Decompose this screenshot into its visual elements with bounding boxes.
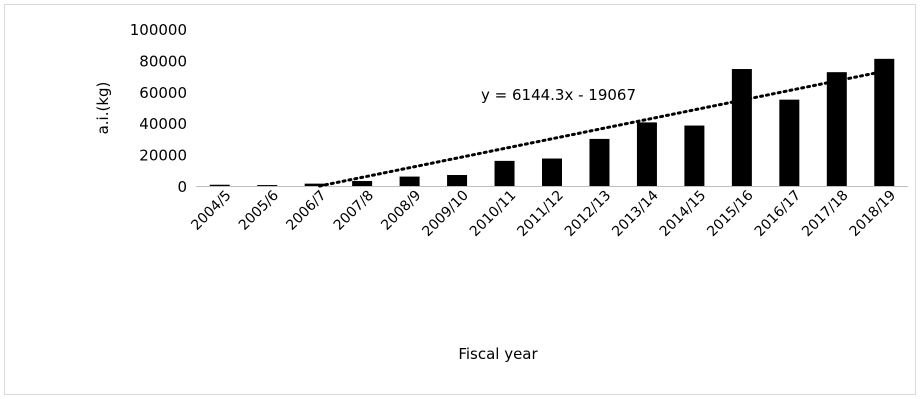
bar	[826, 72, 847, 186]
x-tick-label: 2011/12	[514, 188, 566, 240]
y-tick-label: 60000	[139, 84, 187, 102]
x-tick-label: 2016/17	[752, 188, 804, 240]
bar	[684, 125, 705, 186]
x-tick-label: 2010/11	[467, 188, 519, 240]
x-tick-label: 2009/10	[419, 188, 471, 240]
y-tick-label: 100000	[130, 21, 187, 39]
x-tick-label: 2014/15	[657, 188, 709, 240]
y-tick-label: 40000	[139, 115, 187, 133]
x-tick-label: 2006/7	[283, 188, 329, 234]
bar	[779, 99, 800, 186]
bar	[731, 69, 752, 186]
chart-frame	[4, 4, 916, 395]
y-axis-title: a.i.(kg)	[94, 82, 112, 135]
bar	[399, 176, 420, 186]
x-tick-label: 2015/16	[704, 187, 757, 240]
trendline-equation: y = 6144.3x - 19067	[481, 86, 636, 104]
bar	[494, 160, 515, 186]
x-tick-label: 2018/19	[847, 188, 899, 240]
x-tick-label: 2012/13	[562, 188, 614, 240]
y-tick-label: 0	[177, 178, 187, 196]
trendline	[318, 69, 886, 188]
x-axis-title: Fiscal year	[458, 345, 538, 363]
bar	[209, 184, 230, 186]
bar	[447, 175, 468, 186]
bar	[542, 158, 562, 186]
bar	[636, 122, 657, 186]
x-tick-label: 2013/14	[609, 187, 662, 240]
x-tick-label: 2008/9	[378, 188, 424, 234]
bar	[589, 138, 610, 186]
bar	[352, 180, 373, 186]
y-tick-label: 80000	[139, 52, 187, 70]
bar	[257, 185, 278, 186]
x-tick-label: 2005/6	[236, 187, 282, 233]
y-tick-label: 20000	[139, 147, 187, 165]
x-tick-label: 2007/8	[331, 188, 377, 234]
bar	[874, 58, 895, 186]
bar	[304, 183, 325, 186]
x-tick-label: 2004/5	[188, 188, 234, 234]
x-tick-label: 2017/18	[799, 188, 851, 240]
